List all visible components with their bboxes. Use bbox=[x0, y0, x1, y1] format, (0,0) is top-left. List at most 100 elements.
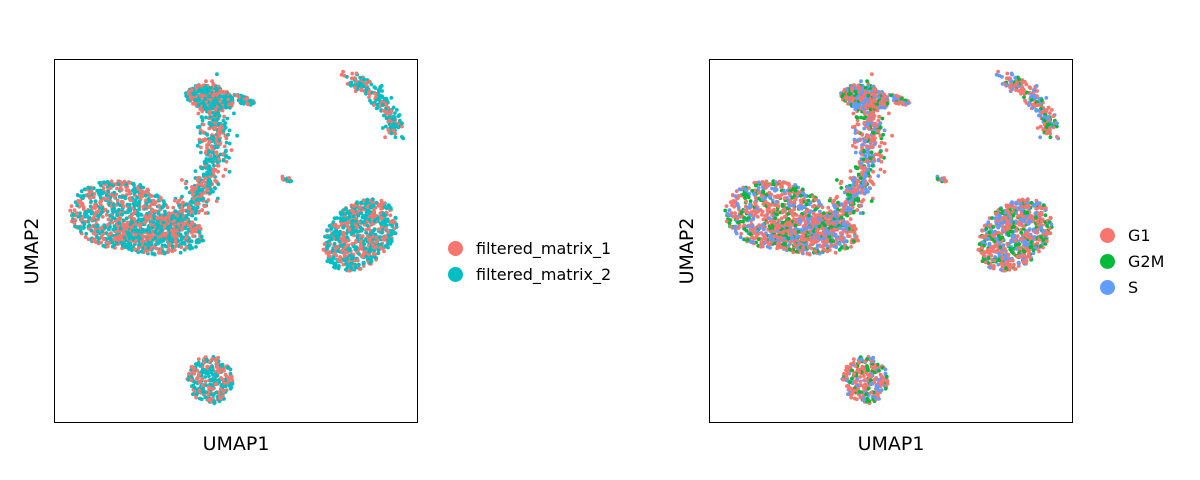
scatter-point bbox=[149, 213, 153, 218]
scatter-point bbox=[164, 244, 168, 249]
scatter-point bbox=[355, 258, 360, 263]
scatter-point bbox=[776, 218, 781, 223]
scatter-point bbox=[102, 180, 106, 185]
scatter-point bbox=[81, 226, 86, 231]
scatter-point bbox=[124, 182, 129, 187]
scatter-point bbox=[351, 203, 356, 208]
scatter-point bbox=[158, 197, 163, 202]
scatter-point bbox=[360, 234, 365, 238]
scatter-point bbox=[148, 237, 152, 242]
scatter-point bbox=[385, 110, 389, 115]
scatter-point bbox=[374, 94, 378, 99]
scatter-point bbox=[796, 234, 800, 238]
scatter-point bbox=[101, 196, 106, 201]
scatter-point bbox=[392, 122, 397, 127]
scatter-point bbox=[780, 202, 785, 207]
scatter-point bbox=[226, 375, 231, 380]
scatter-point bbox=[78, 211, 82, 216]
scatter-point bbox=[341, 230, 346, 235]
scatter-point bbox=[361, 84, 366, 89]
scatter-point bbox=[765, 183, 770, 187]
scatter-point bbox=[771, 238, 775, 242]
scatter-point bbox=[156, 194, 160, 199]
scatter-point bbox=[195, 376, 199, 381]
scatter-point bbox=[191, 206, 196, 211]
scatter-point bbox=[787, 191, 792, 196]
scatter-point bbox=[131, 212, 136, 216]
scatter-point bbox=[104, 237, 109, 242]
scatter-point bbox=[153, 209, 158, 214]
scatter-point bbox=[368, 232, 373, 237]
scatter-point bbox=[194, 201, 199, 205]
scatter-point bbox=[107, 232, 111, 237]
scatter-point bbox=[118, 216, 123, 221]
scatter-point bbox=[215, 110, 219, 115]
scatter-point bbox=[72, 208, 77, 213]
scatter-point bbox=[788, 239, 793, 244]
scatter-point bbox=[731, 199, 736, 203]
scatter-point bbox=[795, 192, 799, 197]
scatter-point bbox=[882, 169, 887, 174]
scatter-point bbox=[786, 236, 791, 241]
scatter-point bbox=[750, 229, 755, 234]
scatter-point bbox=[101, 237, 106, 242]
scatter-point bbox=[345, 235, 350, 240]
scatter-point bbox=[389, 239, 394, 244]
scatter-point bbox=[879, 154, 884, 159]
scatter-point bbox=[386, 238, 391, 242]
scatter-point bbox=[785, 220, 790, 225]
scatter-point bbox=[200, 166, 205, 171]
scatter-point bbox=[127, 207, 132, 212]
scatter-point bbox=[193, 169, 198, 173]
scatter-point bbox=[742, 186, 747, 191]
scatter-point bbox=[774, 187, 779, 192]
scatter-point bbox=[383, 135, 387, 140]
scatter-point bbox=[360, 254, 365, 259]
scatter-point bbox=[130, 220, 135, 225]
scatter-point bbox=[139, 249, 144, 254]
scatter-point bbox=[871, 169, 875, 174]
scatter-point bbox=[105, 197, 110, 202]
scatter-point bbox=[186, 377, 191, 382]
scatter-point bbox=[146, 245, 151, 250]
scatter-point bbox=[369, 205, 374, 209]
scatter-point bbox=[854, 193, 859, 198]
scatter-point bbox=[197, 230, 202, 235]
scatter-point bbox=[143, 242, 148, 247]
scatter-point bbox=[193, 211, 198, 216]
scatter-point bbox=[380, 89, 384, 93]
scatter-point bbox=[204, 161, 209, 166]
scatter-point bbox=[865, 122, 870, 127]
scatter-point bbox=[822, 242, 826, 247]
scatter-point bbox=[179, 237, 184, 242]
scatter-point bbox=[766, 202, 771, 207]
scatter-point bbox=[851, 239, 856, 244]
scatter-point bbox=[218, 395, 222, 400]
scatter-point bbox=[189, 227, 194, 232]
scatter-point bbox=[328, 260, 333, 265]
scatter-point bbox=[781, 210, 785, 215]
scatter-point bbox=[733, 229, 738, 234]
scatter-point bbox=[198, 227, 203, 231]
scatter-point bbox=[193, 380, 197, 385]
scatter-point bbox=[767, 242, 772, 247]
scatter-point bbox=[208, 172, 213, 176]
scatter-point bbox=[349, 76, 354, 81]
scatter-point bbox=[350, 219, 354, 223]
scatter-point bbox=[853, 150, 858, 155]
scatter-point bbox=[197, 396, 202, 401]
scatter-point bbox=[137, 199, 142, 204]
scatter-point bbox=[382, 249, 386, 254]
scatter-point bbox=[214, 139, 219, 144]
scatter-point bbox=[132, 247, 137, 252]
scatter-point bbox=[770, 213, 774, 218]
scatter-point bbox=[196, 183, 200, 187]
legend-item: filtered_matrix_1 bbox=[448, 235, 611, 261]
scatter-point bbox=[207, 167, 212, 172]
scatter-point bbox=[203, 96, 208, 101]
scatter-point bbox=[862, 167, 866, 172]
scatter-point bbox=[791, 187, 795, 191]
scatter-point bbox=[204, 79, 208, 84]
scatter-point bbox=[761, 189, 766, 194]
scatter-point bbox=[105, 244, 110, 249]
